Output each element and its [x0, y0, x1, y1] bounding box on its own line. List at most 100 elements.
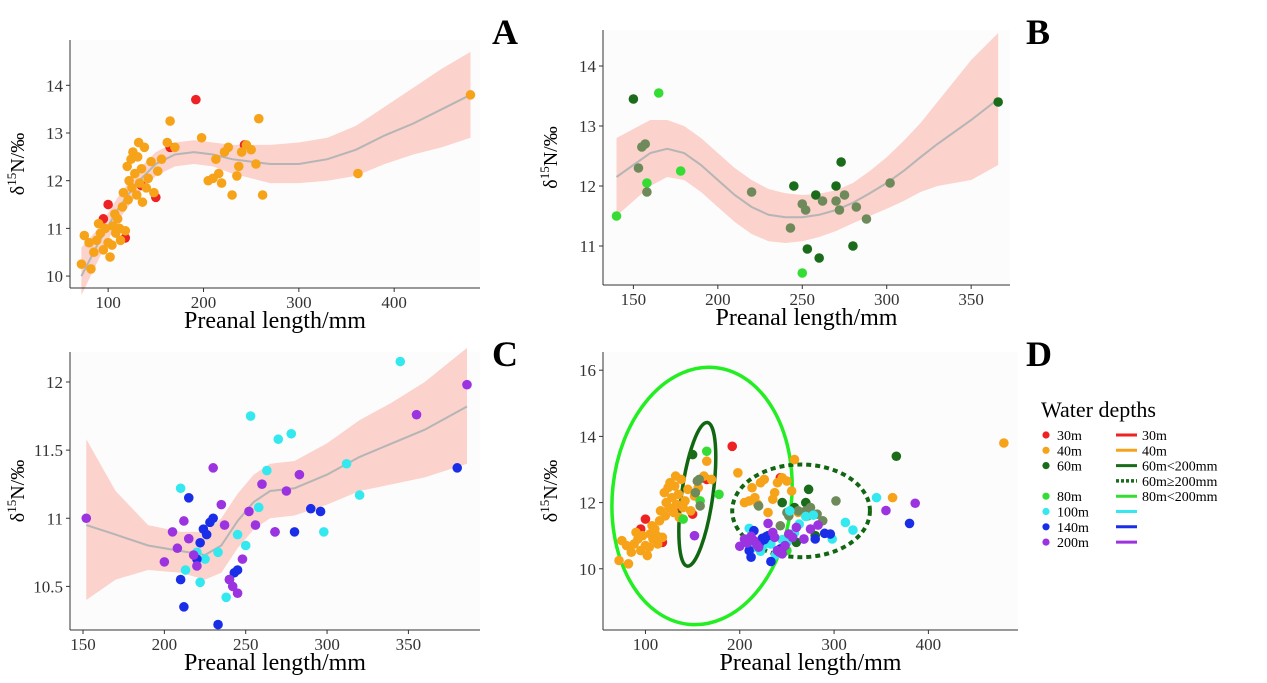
- point-200m: [244, 506, 254, 517]
- point-200m: [910, 498, 920, 509]
- point-200m: [81, 513, 92, 524]
- legend-line-label: 40m: [1142, 444, 1167, 459]
- y-tick-label: 16: [579, 361, 596, 380]
- point-40m: [89, 247, 99, 258]
- panel-tag-d: D: [1026, 334, 1052, 374]
- x-axis-title: Preanal length/mm: [716, 305, 898, 331]
- point-200m: [237, 554, 248, 564]
- point-200m: [791, 522, 802, 533]
- point-40m: [143, 173, 153, 184]
- point-100m: [195, 577, 205, 588]
- point-60m-80m: [805, 502, 816, 513]
- point-40m: [141, 183, 152, 193]
- point-40m: [701, 456, 712, 467]
- point-140m: [183, 493, 194, 503]
- point-200m: [179, 516, 189, 526]
- point-60m: [848, 241, 858, 251]
- y-tick-label: 12: [46, 172, 63, 191]
- point-40m: [76, 259, 87, 269]
- point-40m: [782, 476, 792, 486]
- point-200m: [769, 532, 780, 543]
- point-100m: [245, 411, 256, 421]
- y-tick-label: 11: [580, 237, 596, 256]
- point-100m: [319, 527, 329, 537]
- point-30m: [191, 94, 201, 105]
- point-200m: [227, 581, 238, 592]
- point-40m: [257, 190, 268, 200]
- point-200m: [208, 463, 218, 473]
- legend-marker-30m: [1042, 431, 1050, 439]
- point-40m: [146, 156, 156, 167]
- y-tick-label: 12: [579, 494, 596, 513]
- panel-c: 150 200 250 300 350 10.5 11 11.5 12 Preanal lengt…: [4, 347, 480, 676]
- y-axis-title: δ15N/‰: [4, 460, 29, 522]
- point-200m: [777, 549, 788, 559]
- point-60m-80m: [694, 474, 705, 485]
- y-tick-label: 10.5: [33, 577, 63, 596]
- x-tick-label: 100: [95, 293, 121, 312]
- panel-tag-c: C: [492, 334, 518, 374]
- point-40m: [120, 225, 131, 236]
- point-200m: [689, 530, 700, 541]
- point-200m: [172, 543, 183, 554]
- point-40m: [86, 264, 96, 274]
- point-140m: [825, 529, 836, 539]
- y-axis-title: δ15N/‰: [4, 133, 29, 195]
- point-60m: [993, 97, 1003, 107]
- point-40m: [84, 237, 94, 248]
- confidence-ribbon: [616, 33, 999, 243]
- point-140m: [746, 552, 756, 562]
- point-80m: [797, 268, 808, 278]
- y-tick-label: 11: [47, 219, 63, 238]
- point-40m: [137, 197, 148, 207]
- point-60m: [687, 449, 698, 460]
- point-100m: [808, 510, 819, 520]
- point-40m: [127, 183, 137, 193]
- x-tick-label: 100: [633, 635, 659, 654]
- y-tick-label: 14: [579, 427, 597, 446]
- point-60m: [814, 253, 824, 263]
- legend-line-label: 30m: [1142, 429, 1167, 444]
- point-60m-80m: [817, 196, 828, 206]
- point-40m: [152, 166, 163, 176]
- x-tick-label: 400: [916, 635, 942, 654]
- x-axis-title: Preanal length/mm: [184, 308, 366, 334]
- point-40m: [132, 152, 143, 162]
- point-100m: [180, 565, 191, 575]
- point-40m: [246, 144, 256, 155]
- x-tick-label: 200: [727, 635, 753, 654]
- point-100m: [200, 554, 210, 564]
- confidence-ribbon: [81, 51, 471, 296]
- point-100m: [354, 490, 365, 500]
- legend-marker-200m: [1042, 538, 1050, 546]
- panel-a: 100 200 300 400 10 11 12 13 14 Preanal length/mm δ…: [4, 40, 480, 334]
- smooth-line: [615, 98, 999, 219]
- point-40m: [676, 474, 687, 485]
- point-40m: [353, 168, 363, 179]
- point-40m: [626, 547, 637, 558]
- point-60m: [836, 157, 846, 167]
- y-tick-label: 10: [579, 560, 596, 579]
- y-tick-label: 14: [579, 57, 597, 76]
- point-40m: [786, 486, 797, 496]
- point-40m: [136, 163, 147, 174]
- point-100m: [871, 492, 882, 503]
- legend-marker-60m: [1042, 462, 1050, 470]
- point-140m: [305, 503, 316, 514]
- point-40m: [107, 240, 117, 250]
- legend-label-30m: 30m: [1057, 429, 1082, 444]
- point-40m: [685, 506, 696, 516]
- point-40m: [652, 539, 663, 549]
- x-tick-label: 250: [233, 635, 259, 654]
- point-200m: [799, 534, 809, 544]
- point-140m: [904, 518, 915, 529]
- point-80m: [653, 88, 664, 98]
- y-tick-label: 13: [46, 124, 63, 143]
- point-100m: [221, 592, 231, 603]
- point-100m: [273, 434, 284, 445]
- point-60m-80m: [690, 487, 701, 498]
- point-60m-80m: [753, 501, 764, 511]
- smooth-line: [85, 405, 468, 557]
